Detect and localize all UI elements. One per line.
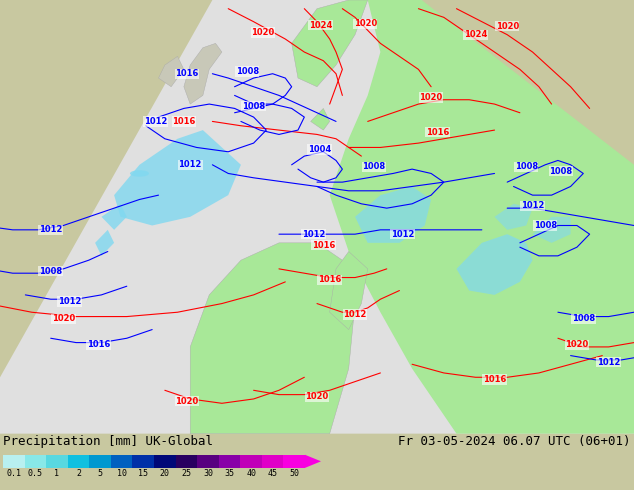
Text: 0.5: 0.5 — [28, 469, 43, 478]
Text: 1016: 1016 — [176, 69, 198, 78]
Bar — [111, 455, 133, 468]
Polygon shape — [305, 455, 321, 468]
Text: 1020: 1020 — [52, 314, 75, 323]
Bar — [176, 455, 197, 468]
Polygon shape — [0, 0, 634, 434]
Text: 30: 30 — [203, 469, 213, 478]
Polygon shape — [101, 204, 127, 230]
Text: 1012: 1012 — [144, 117, 167, 126]
Text: 2: 2 — [76, 469, 81, 478]
Text: 1008: 1008 — [550, 167, 573, 176]
Polygon shape — [330, 251, 368, 330]
Text: 15: 15 — [138, 469, 148, 478]
Text: 1024: 1024 — [464, 30, 487, 39]
Text: 25: 25 — [181, 469, 191, 478]
Text: 1020: 1020 — [496, 22, 519, 30]
Text: 1020: 1020 — [306, 392, 328, 401]
Bar — [46, 455, 68, 468]
Text: 1020: 1020 — [354, 19, 377, 28]
Text: 1008: 1008 — [534, 221, 557, 230]
Bar — [262, 455, 283, 468]
Bar — [133, 455, 154, 468]
Text: 50: 50 — [289, 469, 299, 478]
Text: 45: 45 — [268, 469, 278, 478]
Text: 1012: 1012 — [39, 225, 62, 234]
Text: 1008: 1008 — [236, 67, 259, 76]
Text: 1012: 1012 — [391, 230, 414, 239]
Text: 1016: 1016 — [312, 241, 335, 249]
Polygon shape — [355, 187, 431, 243]
Bar — [154, 455, 176, 468]
Polygon shape — [330, 0, 634, 434]
Text: 1008: 1008 — [515, 163, 538, 172]
Text: 1020: 1020 — [566, 340, 588, 349]
Polygon shape — [158, 56, 184, 87]
Bar — [219, 455, 240, 468]
Text: 1020: 1020 — [176, 396, 198, 406]
Text: 1012: 1012 — [521, 201, 544, 211]
Text: 1016: 1016 — [172, 117, 195, 126]
Text: 1016: 1016 — [318, 275, 341, 284]
Text: 1004: 1004 — [308, 145, 331, 154]
Bar — [25, 455, 46, 468]
Polygon shape — [95, 230, 114, 256]
Text: 10: 10 — [117, 469, 127, 478]
Text: 1016: 1016 — [483, 375, 506, 384]
Text: 1008: 1008 — [242, 102, 265, 111]
Text: 1008: 1008 — [572, 314, 595, 323]
Text: 1024: 1024 — [309, 21, 332, 30]
Text: 35: 35 — [224, 469, 235, 478]
Text: 1016: 1016 — [426, 128, 449, 137]
Text: Fr 03-05-2024 06.07 UTC (06+01): Fr 03-05-2024 06.07 UTC (06+01) — [399, 435, 631, 448]
Text: 1016: 1016 — [87, 340, 110, 349]
Text: 1: 1 — [55, 469, 60, 478]
Text: 1008: 1008 — [363, 163, 385, 172]
Bar — [68, 455, 89, 468]
Bar — [197, 455, 219, 468]
Bar — [89, 455, 111, 468]
Text: 1012: 1012 — [344, 310, 366, 319]
Text: 1020: 1020 — [420, 93, 443, 102]
Text: Precipitation [mm] UK-Global: Precipitation [mm] UK-Global — [3, 435, 213, 448]
Text: 1012: 1012 — [597, 358, 620, 367]
Bar — [283, 455, 305, 468]
Polygon shape — [114, 130, 241, 225]
Text: 40: 40 — [246, 469, 256, 478]
Text: 0.1: 0.1 — [6, 469, 22, 478]
Text: 1012: 1012 — [302, 230, 325, 239]
Bar — [240, 455, 262, 468]
Polygon shape — [190, 243, 355, 434]
Bar — [3, 455, 25, 468]
Text: 5: 5 — [98, 469, 103, 478]
Polygon shape — [292, 0, 368, 87]
Text: 20: 20 — [160, 469, 170, 478]
Text: 1008: 1008 — [39, 267, 62, 275]
Text: 1020: 1020 — [252, 28, 275, 37]
Polygon shape — [311, 108, 330, 130]
Polygon shape — [456, 234, 533, 295]
Ellipse shape — [130, 170, 149, 177]
Polygon shape — [495, 204, 533, 230]
Polygon shape — [533, 217, 571, 243]
Text: 1012: 1012 — [179, 160, 202, 169]
Polygon shape — [184, 44, 222, 104]
Text: 1012: 1012 — [58, 297, 81, 306]
